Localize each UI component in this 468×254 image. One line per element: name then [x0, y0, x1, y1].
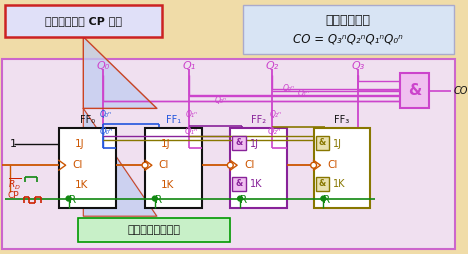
Text: &: &	[235, 179, 243, 188]
Polygon shape	[83, 108, 157, 216]
Circle shape	[66, 196, 71, 201]
Circle shape	[142, 162, 148, 168]
Bar	[315, 177, 329, 191]
Text: Q₂: Q₂	[266, 61, 279, 71]
Text: Cl: Cl	[244, 160, 255, 170]
Text: Q₁ⁿ: Q₁ⁿ	[298, 89, 310, 98]
Polygon shape	[83, 37, 157, 108]
Text: 1J: 1J	[333, 139, 342, 149]
Text: Q₀ⁿ: Q₀ⁿ	[283, 84, 295, 93]
Text: CO: CO	[454, 86, 468, 96]
Bar	[2, 59, 455, 248]
Text: CO = Q₃ⁿQ₂ⁿQ₁ⁿQ₀ⁿ: CO = Q₃ⁿQ₂ⁿQ₁ⁿQ₀ⁿ	[293, 32, 403, 45]
Text: FF₀: FF₀	[80, 115, 95, 125]
Text: Cl: Cl	[327, 160, 338, 170]
Text: $\overline{R_D}$: $\overline{R_D}$	[8, 176, 21, 192]
Text: FF₁: FF₁	[166, 115, 181, 125]
Text: 1K: 1K	[250, 179, 263, 189]
Text: Q₃: Q₃	[351, 61, 364, 71]
Text: Q₂ⁿ: Q₂ⁿ	[270, 110, 281, 119]
Text: 各触发器都用 CP 触发: 各触发器都用 CP 触发	[45, 16, 122, 26]
Circle shape	[321, 196, 326, 201]
Text: 1K: 1K	[74, 180, 88, 190]
Bar	[59, 128, 116, 208]
Text: FF₃: FF₃	[335, 115, 350, 125]
Text: R: R	[155, 195, 162, 204]
Text: Cl: Cl	[73, 160, 83, 170]
Circle shape	[153, 196, 157, 201]
Text: 1J: 1J	[250, 139, 259, 149]
Text: 1K: 1K	[161, 180, 174, 190]
Text: R: R	[323, 195, 330, 204]
Text: Q₁: Q₁	[183, 61, 196, 71]
Circle shape	[238, 196, 242, 201]
Circle shape	[227, 162, 233, 168]
Text: CP: CP	[8, 191, 20, 200]
Bar	[232, 177, 246, 191]
Circle shape	[311, 162, 316, 168]
Text: Q₀ⁿ: Q₀ⁿ	[214, 96, 227, 105]
Text: Q₀ⁿ: Q₀ⁿ	[100, 128, 114, 136]
Text: R: R	[69, 195, 76, 204]
Text: R: R	[240, 195, 247, 204]
Bar	[230, 128, 287, 208]
Text: Q₀ⁿ: Q₀ⁿ	[100, 110, 112, 119]
Bar	[314, 128, 371, 208]
Bar	[145, 128, 202, 208]
Text: &: &	[319, 138, 326, 147]
Text: 1K: 1K	[333, 179, 346, 189]
Bar	[400, 73, 429, 108]
Text: &: &	[319, 179, 326, 188]
Text: Q₁ⁿ: Q₁ⁿ	[186, 110, 198, 119]
Bar	[232, 136, 246, 150]
Text: 1J: 1J	[161, 139, 170, 149]
Bar	[5, 6, 162, 37]
Text: Q₂ⁿ: Q₂ⁿ	[268, 128, 281, 136]
Text: 计数开始前先清零: 计数开始前先清零	[127, 225, 180, 235]
Text: Q₀: Q₀	[96, 61, 110, 71]
Text: Q₁ⁿ: Q₁ⁿ	[184, 128, 198, 136]
Bar	[79, 218, 230, 242]
Text: FF₂: FF₂	[251, 115, 266, 125]
Text: &: &	[408, 83, 421, 98]
Text: 进位输出信号: 进位输出信号	[325, 14, 370, 27]
Text: 1J: 1J	[74, 139, 84, 149]
Text: 1: 1	[10, 139, 17, 149]
Bar	[315, 136, 329, 150]
Text: &: &	[235, 138, 243, 147]
Bar	[243, 6, 454, 54]
Text: Cl: Cl	[159, 160, 169, 170]
